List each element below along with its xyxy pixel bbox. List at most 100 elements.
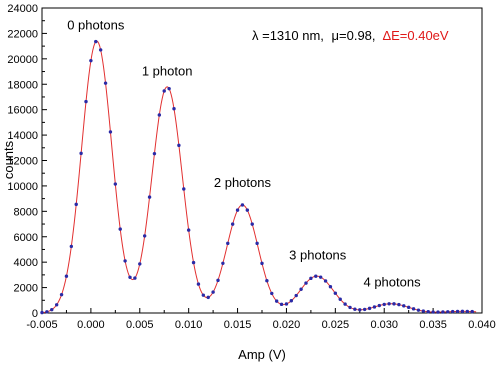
data-point — [201, 293, 206, 297]
data-point — [79, 151, 83, 156]
x-axis-title: Amp (V) — [238, 347, 286, 362]
data-point — [402, 304, 406, 308]
x-tick-label: 0.025 — [322, 319, 350, 331]
data-point — [45, 310, 49, 314]
data-point — [274, 299, 279, 303]
data-point — [411, 307, 416, 311]
x-tick-label: -0.005 — [26, 319, 57, 331]
y-tick-label: 10000 — [7, 181, 38, 193]
data-point — [348, 305, 352, 310]
mu-label: μ=0.98, — [332, 28, 376, 43]
x-tick-label: 0.035 — [419, 319, 447, 331]
data-point — [142, 234, 147, 238]
data-point — [206, 295, 210, 300]
data-point — [387, 302, 391, 306]
data-point — [69, 244, 74, 249]
y-tick-label: 2000 — [14, 283, 38, 295]
data-point — [455, 309, 460, 314]
data-point — [446, 310, 450, 314]
x-axis-ticks: -0.005 0.000 0.005 0.010 0.015 0.020 0.025 0.03… — [26, 308, 496, 331]
y-tick-label: 24000 — [7, 3, 38, 15]
data-point — [279, 302, 284, 307]
y-tick-label: 18000 — [7, 79, 38, 91]
data-point — [397, 302, 401, 307]
data-point — [441, 310, 445, 314]
data-point — [128, 275, 132, 279]
data-point — [191, 260, 196, 265]
y-tick-label: 6000 — [14, 232, 38, 244]
data-point — [392, 302, 396, 306]
data-point — [59, 292, 64, 297]
peak-label: 0 photons — [67, 18, 125, 33]
data-point — [50, 307, 54, 312]
x-tick-label: 0.030 — [370, 319, 398, 331]
data-point — [108, 130, 113, 134]
parameters-label: λ =1310 nm, μ=0.98, ΔE=0.40eV — [252, 28, 449, 43]
data-point — [98, 48, 103, 52]
data-point — [362, 307, 367, 312]
peak-label: 1 photon — [142, 63, 193, 78]
data-point — [284, 302, 289, 306]
data-point — [299, 287, 303, 291]
data-point — [255, 241, 259, 246]
y-axis-title: counts — [1, 140, 16, 179]
y-tick-label: 14000 — [7, 130, 38, 142]
data-point — [431, 310, 435, 314]
data-point — [328, 285, 333, 289]
x-tick-label: 0.020 — [273, 319, 301, 331]
data-point — [421, 309, 426, 313]
data-point — [426, 310, 430, 314]
y-tick-label: 20000 — [7, 54, 38, 66]
data-point — [133, 276, 137, 280]
data-point — [113, 182, 118, 186]
y-tick-label: 12000 — [7, 156, 38, 168]
data-point — [377, 303, 382, 308]
data-point — [235, 208, 240, 212]
data-point — [221, 261, 225, 265]
data-point — [211, 290, 215, 294]
data-point — [323, 279, 328, 283]
data-point — [460, 309, 465, 314]
data-point — [177, 143, 181, 148]
x-tick-label: 0.040 — [468, 319, 496, 331]
data-point — [260, 261, 264, 266]
data-point — [118, 227, 122, 231]
data-point — [314, 274, 318, 278]
data-point — [382, 302, 386, 307]
x-tick-label: 0.005 — [126, 319, 154, 331]
data-point — [186, 228, 191, 232]
data-point — [162, 89, 166, 93]
peak-label: 4 photons — [363, 274, 421, 289]
data-point — [216, 278, 220, 283]
data-point — [338, 297, 342, 301]
data-point — [157, 113, 162, 117]
data-point — [245, 208, 250, 212]
data-point — [406, 305, 411, 310]
data-point — [289, 299, 294, 303]
plot-frame — [41, 7, 483, 314]
x-tick-label: 0.015 — [224, 319, 252, 331]
y-tick-label: 16000 — [7, 105, 38, 117]
data-point — [309, 276, 313, 281]
data-point — [167, 86, 171, 91]
y-tick-label: 22000 — [7, 28, 38, 40]
data-point — [89, 58, 93, 63]
data-point — [367, 306, 372, 311]
data-point — [358, 308, 362, 312]
y-tick-label: 0 — [32, 308, 38, 320]
data-point — [172, 107, 176, 111]
data-point — [416, 308, 421, 312]
y-axis-ticks: 0 2000 4000 6000 8000 10000 12000 14000 16000 180… — [7, 3, 47, 320]
peak-annotations: 0 photons 1 photon 2 photons 3 photons 4 pho… — [67, 18, 421, 290]
data-point — [123, 259, 127, 263]
data-point — [343, 302, 347, 306]
data-point — [240, 203, 245, 207]
data-point — [196, 282, 201, 286]
data-point — [64, 274, 69, 278]
data-points-layer — [40, 39, 474, 315]
delta-e-label: ΔE=0.40eV — [382, 28, 448, 43]
y-tick-label: 8000 — [14, 206, 38, 218]
data-point — [353, 307, 357, 311]
data-point — [138, 262, 142, 266]
